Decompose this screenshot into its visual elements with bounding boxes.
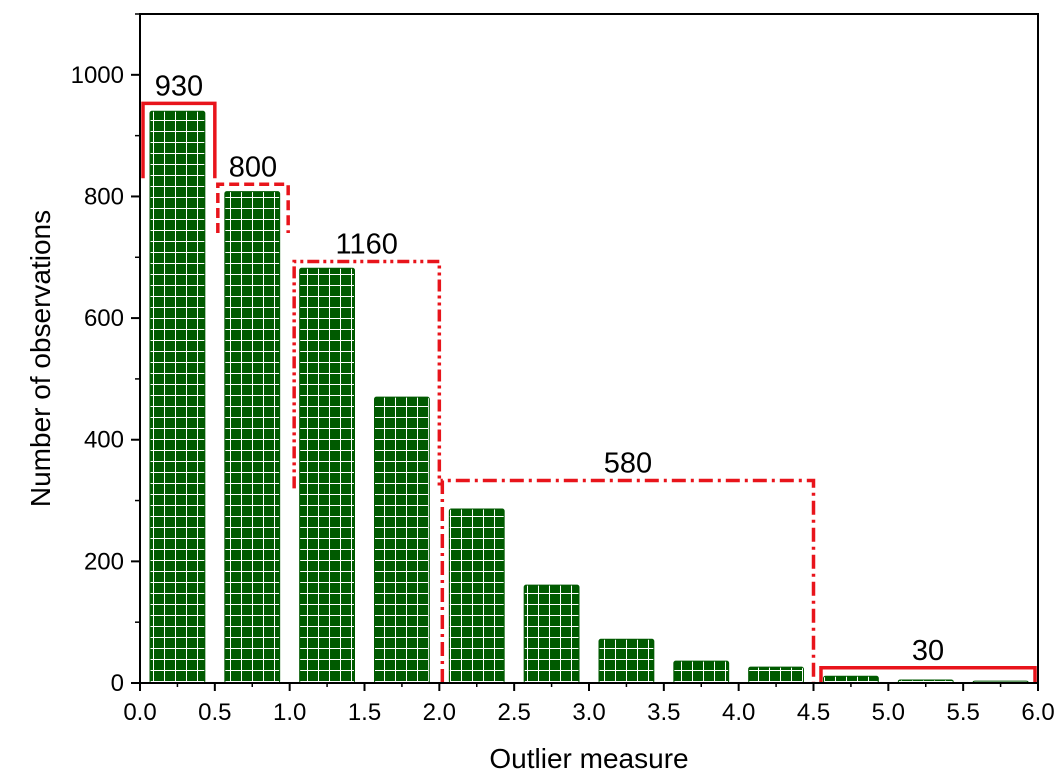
- y-tick-label: 600: [84, 305, 124, 332]
- x-tick-label: 1.0: [273, 699, 306, 726]
- y-tick-label: 1000: [71, 62, 124, 89]
- x-tick-label: 4.5: [797, 699, 830, 726]
- y-tick-label: 0: [111, 670, 124, 697]
- x-tick-label: 3.0: [572, 699, 605, 726]
- group-bracket-1: [216, 182, 290, 233]
- x-tick-label: 2.0: [423, 699, 456, 726]
- group-bracket-4: [819, 666, 1037, 683]
- bar-9: [823, 675, 879, 684]
- y-tick-label: 800: [84, 183, 124, 210]
- bar-7: [673, 660, 730, 684]
- x-tick-label: 2.5: [497, 699, 530, 726]
- x-tick-label: 0.0: [123, 699, 156, 726]
- group-bracket-0: [141, 101, 217, 179]
- y-tick-label: 200: [84, 548, 124, 575]
- x-tick-label: 5.5: [946, 699, 979, 726]
- x-axis-label: Outlier measure: [489, 743, 688, 774]
- bar-8: [748, 666, 805, 684]
- group-bracket-2: [292, 259, 442, 489]
- x-tick-label: 1.5: [348, 699, 381, 726]
- group-label-2: 1160: [336, 229, 398, 261]
- x-tick-label: 6.0: [1021, 699, 1054, 726]
- group-label-0: 930: [155, 70, 203, 102]
- bar-1: [224, 191, 281, 684]
- bars-layer: [149, 110, 1029, 684]
- x-tick-label: 3.5: [647, 699, 680, 726]
- y-axis-label: Number of observations: [25, 210, 56, 507]
- bar-3: [374, 396, 430, 684]
- bar-4: [448, 508, 505, 684]
- bar-5: [523, 584, 580, 684]
- axis-ticks: 0.0 0.5 1.0 1.5 2.0 2.5 3.0 3.5 4.0 4.5 5.0 5.5 6.0 0…: [71, 13, 1055, 726]
- group-brackets: 930 800 1160 580 30: [141, 70, 1037, 683]
- bar-6: [598, 638, 655, 684]
- group-label-4: 30: [912, 635, 944, 667]
- group-bracket-3: [440, 478, 816, 683]
- bar-2: [299, 267, 355, 684]
- x-tick-label: 0.5: [198, 699, 231, 726]
- x-tick-label: 4.0: [722, 699, 755, 726]
- bar-0: [149, 110, 206, 684]
- x-tick-label: 5.0: [872, 699, 905, 726]
- y-tick-label: 400: [84, 427, 124, 454]
- group-label-1: 800: [229, 151, 277, 183]
- group-label-3: 580: [604, 447, 652, 479]
